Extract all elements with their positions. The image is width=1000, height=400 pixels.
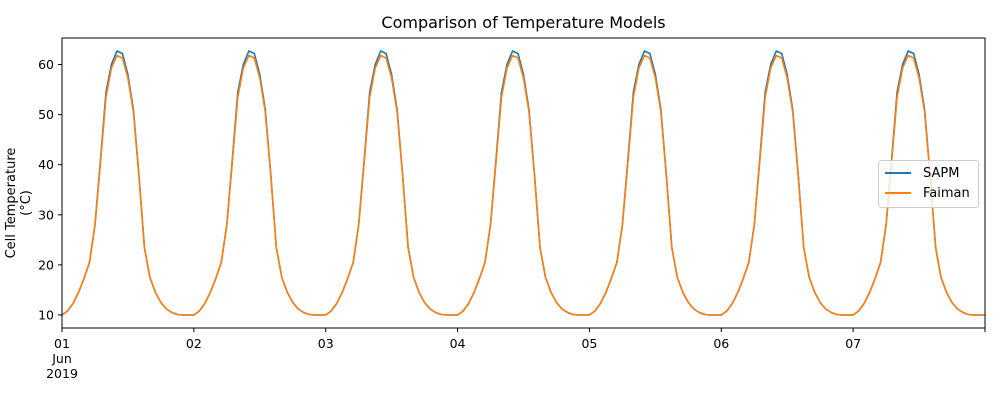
x-tick-label: 03 (318, 336, 334, 351)
series-line-sapm (61, 50, 985, 316)
legend: SAPM Faiman (878, 160, 979, 208)
legend-label: SAPM (923, 165, 960, 181)
y-tick-label: 60 (38, 57, 54, 72)
chart-title: Comparison of Temperature Models (381, 13, 666, 32)
y-tick-label: 10 (38, 307, 54, 322)
y-tick-label: 20 (38, 257, 54, 272)
y-tick-label: 30 (38, 207, 54, 222)
x-tick-label: 05 (581, 336, 597, 351)
x-tick-label: Jun (51, 351, 72, 366)
series-line-faiman (61, 54, 985, 316)
legend-line-icon (885, 172, 911, 174)
x-tick-label: 04 (450, 336, 466, 351)
y-tick-label: 40 (38, 157, 54, 172)
x-tick-label: 07 (845, 336, 861, 351)
x-tick-label: 2019 (46, 366, 78, 381)
x-tick-label: 06 (713, 336, 729, 351)
legend-item-sapm: SAPM (885, 164, 959, 182)
y-tick-label: 50 (38, 107, 54, 122)
legend-label: Faiman (923, 185, 970, 201)
x-tick-label: 01 (54, 336, 70, 351)
legend-item-faiman: Faiman (885, 184, 970, 202)
legend-line-icon (885, 192, 911, 194)
x-tick-label: 02 (186, 336, 202, 351)
axes-frame (61, 37, 986, 329)
